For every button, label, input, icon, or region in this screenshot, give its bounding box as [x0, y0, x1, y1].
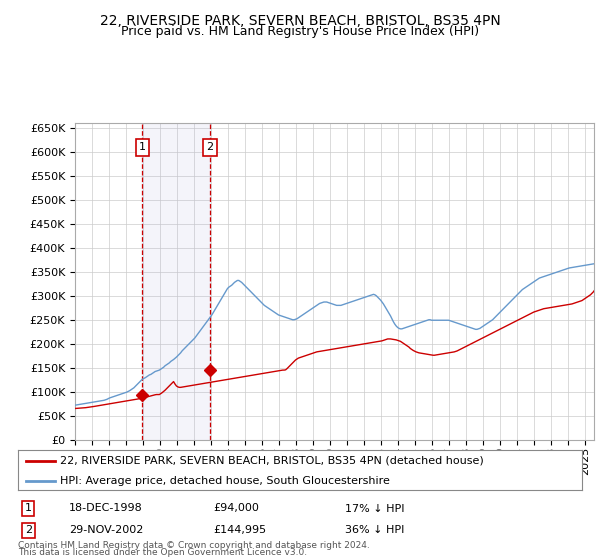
Text: Contains HM Land Registry data © Crown copyright and database right 2024.: Contains HM Land Registry data © Crown c…: [18, 541, 370, 550]
Text: HPI: Average price, detached house, South Gloucestershire: HPI: Average price, detached house, Sout…: [60, 476, 390, 486]
Text: 36% ↓ HPI: 36% ↓ HPI: [345, 525, 404, 535]
Text: 17% ↓ HPI: 17% ↓ HPI: [345, 503, 404, 514]
Text: 29-NOV-2002: 29-NOV-2002: [69, 525, 143, 535]
Text: 22, RIVERSIDE PARK, SEVERN BEACH, BRISTOL, BS35 4PN (detached house): 22, RIVERSIDE PARK, SEVERN BEACH, BRISTO…: [60, 456, 484, 466]
Text: Price paid vs. HM Land Registry's House Price Index (HPI): Price paid vs. HM Land Registry's House …: [121, 25, 479, 38]
Text: 2: 2: [206, 142, 213, 152]
Text: £144,995: £144,995: [213, 525, 266, 535]
Text: 1: 1: [25, 503, 32, 514]
Text: This data is licensed under the Open Government Licence v3.0.: This data is licensed under the Open Gov…: [18, 548, 307, 557]
Bar: [142, 123, 210, 440]
Text: 1: 1: [139, 142, 146, 152]
Text: 18-DEC-1998: 18-DEC-1998: [69, 503, 143, 514]
Text: £94,000: £94,000: [213, 503, 259, 514]
Text: 22, RIVERSIDE PARK, SEVERN BEACH, BRISTOL, BS35 4PN: 22, RIVERSIDE PARK, SEVERN BEACH, BRISTO…: [100, 14, 500, 28]
Text: 2: 2: [25, 525, 32, 535]
